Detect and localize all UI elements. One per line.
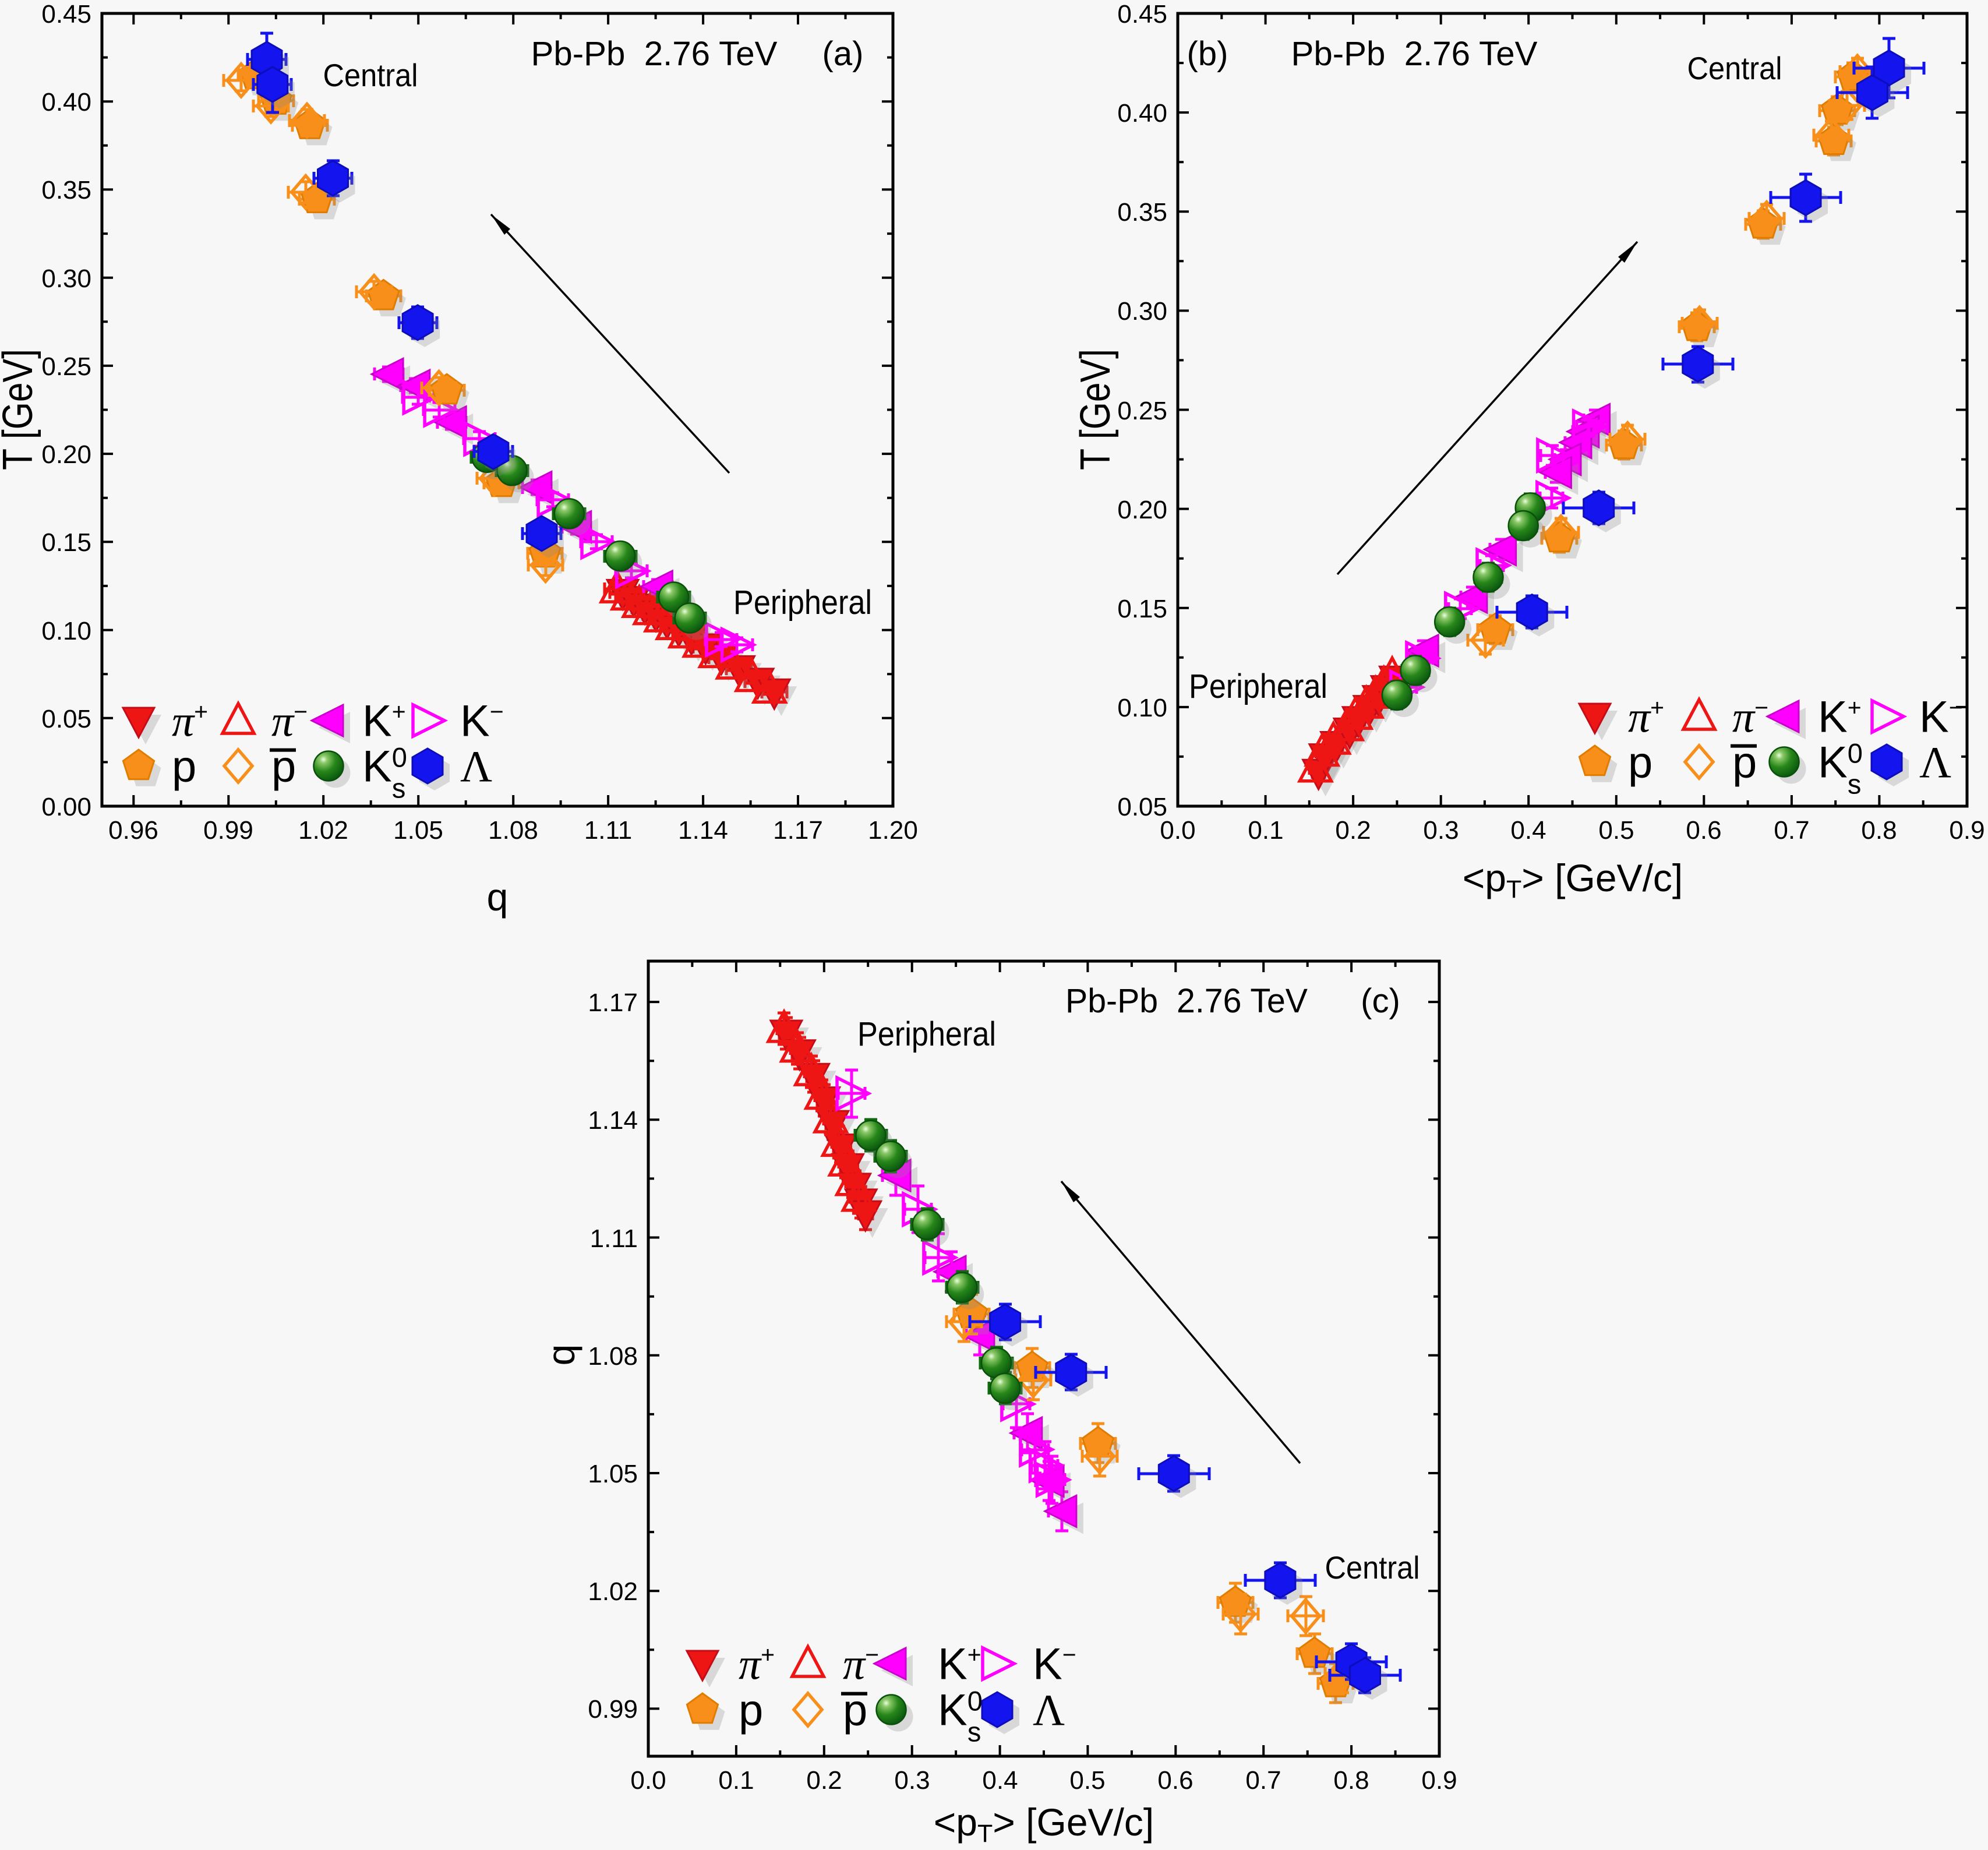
svg-text:p: p — [172, 742, 196, 792]
svg-text:0.05: 0.05 — [1117, 793, 1167, 821]
svg-text:Peripheral: Peripheral — [733, 584, 872, 622]
svg-text:(a): (a) — [822, 35, 864, 73]
svg-text:0.15: 0.15 — [41, 528, 91, 557]
svg-text:0.25: 0.25 — [1117, 397, 1167, 425]
svg-text:0.25: 0.25 — [41, 352, 91, 381]
svg-text:0.99: 0.99 — [588, 1695, 638, 1724]
svg-text:(b): (b) — [1187, 35, 1228, 73]
svg-text:1.20: 1.20 — [868, 816, 918, 845]
svg-text:π−: π− — [843, 1640, 879, 1689]
svg-text:0.7: 0.7 — [1774, 816, 1809, 845]
svg-text:T [GeV]: T [GeV] — [1072, 349, 1119, 470]
svg-text:0.10: 0.10 — [1117, 694, 1167, 722]
svg-text:0.20: 0.20 — [1117, 496, 1167, 524]
svg-text:K0s: K0 s — [1818, 738, 1863, 800]
svg-text:1.08: 1.08 — [488, 816, 538, 845]
svg-text:<pT> [GeV/c]: <pT> [GeV/c] — [934, 1800, 1154, 1847]
svg-text:0.7: 0.7 — [1245, 1766, 1281, 1795]
svg-text:p: p — [739, 1686, 763, 1735]
svg-text:Pb-Pb 2.76 TeV: Pb-Pb 2.76 TeV — [531, 35, 778, 73]
svg-text:0.45: 0.45 — [1117, 0, 1167, 29]
svg-text:1.11: 1.11 — [584, 816, 632, 845]
svg-text:0.3: 0.3 — [894, 1766, 930, 1795]
svg-text:0.4: 0.4 — [982, 1766, 1018, 1795]
svg-text:Pb-Pb 2.76 TeV: Pb-Pb 2.76 TeV — [1065, 982, 1308, 1020]
svg-text:1.02: 1.02 — [588, 1577, 638, 1606]
svg-text:Λ: Λ — [1919, 739, 1951, 788]
svg-text:Λ: Λ — [1033, 1686, 1065, 1735]
svg-text:0.40: 0.40 — [41, 88, 91, 116]
svg-text:0.20: 0.20 — [41, 440, 91, 469]
svg-text:0.40: 0.40 — [1117, 99, 1167, 128]
svg-text:0.2: 0.2 — [806, 1766, 842, 1795]
svg-text:0.99: 0.99 — [203, 816, 253, 845]
svg-text:K+: K+ — [1818, 693, 1862, 742]
svg-text:<pT> [GeV/c]: <pT> [GeV/c] — [1463, 856, 1683, 903]
svg-text:Central: Central — [1325, 1549, 1420, 1586]
svg-text:Peripheral: Peripheral — [1189, 668, 1327, 705]
svg-text:π−: π− — [1732, 693, 1768, 742]
svg-text:Pb-Pb 2.76 TeV: Pb-Pb 2.76 TeV — [1291, 35, 1538, 73]
svg-text:0.96: 0.96 — [108, 816, 158, 845]
svg-text:0.30: 0.30 — [1117, 297, 1167, 326]
svg-text:Central: Central — [323, 57, 418, 93]
svg-text:1.11: 1.11 — [590, 1224, 638, 1253]
svg-text:0.4: 0.4 — [1510, 816, 1546, 845]
svg-text:0.1: 0.1 — [718, 1766, 754, 1795]
svg-text:0.15: 0.15 — [1117, 595, 1167, 623]
svg-text:0.5: 0.5 — [1069, 1766, 1105, 1795]
svg-text:0.00: 0.00 — [41, 793, 91, 821]
svg-text:0.6: 0.6 — [1686, 816, 1721, 845]
svg-text:0.05: 0.05 — [41, 705, 91, 733]
svg-text:0.30: 0.30 — [41, 264, 91, 293]
svg-text:0.3: 0.3 — [1423, 816, 1459, 845]
svg-text:1.17: 1.17 — [773, 816, 823, 845]
svg-text:Central: Central — [1687, 50, 1782, 86]
svg-text:0.8: 0.8 — [1333, 1766, 1369, 1795]
svg-text:1.08: 1.08 — [588, 1342, 638, 1371]
svg-text:0.5: 0.5 — [1598, 816, 1634, 845]
svg-text:1.17: 1.17 — [588, 988, 638, 1017]
svg-text:0.45: 0.45 — [41, 0, 91, 29]
svg-text:π+: π+ — [739, 1640, 775, 1689]
svg-text:0.35: 0.35 — [1117, 198, 1167, 227]
svg-text:0.10: 0.10 — [41, 617, 91, 645]
svg-text:0.0: 0.0 — [1160, 816, 1195, 845]
svg-text:1.05: 1.05 — [393, 816, 443, 845]
svg-text:1.14: 1.14 — [678, 816, 728, 845]
svg-text:0.6: 0.6 — [1157, 1766, 1193, 1795]
svg-text:Peripheral: Peripheral — [857, 1015, 996, 1053]
svg-text:T [GeV]: T [GeV] — [0, 349, 41, 470]
svg-text:0.1: 0.1 — [1248, 816, 1283, 845]
svg-text:1.05: 1.05 — [588, 1460, 638, 1488]
svg-text:0.35: 0.35 — [41, 176, 91, 204]
svg-text:0.8: 0.8 — [1861, 816, 1897, 845]
svg-text:0.9: 0.9 — [1421, 1766, 1457, 1795]
svg-text:q: q — [539, 1344, 582, 1366]
svg-text:0.9: 0.9 — [1949, 816, 1985, 845]
svg-text:1.14: 1.14 — [588, 1106, 638, 1135]
svg-text:π−: π− — [271, 697, 308, 746]
svg-text:p: p — [1628, 738, 1652, 788]
svg-text:q: q — [487, 875, 509, 919]
svg-text:0.2: 0.2 — [1335, 816, 1371, 845]
svg-text:π+: π+ — [1628, 693, 1664, 742]
svg-text:Λ: Λ — [460, 743, 492, 792]
svg-text:1.02: 1.02 — [298, 816, 348, 845]
svg-text:0.0: 0.0 — [630, 1766, 666, 1795]
svg-text:(c): (c) — [1361, 982, 1400, 1020]
svg-text:π+: π+ — [172, 697, 208, 746]
